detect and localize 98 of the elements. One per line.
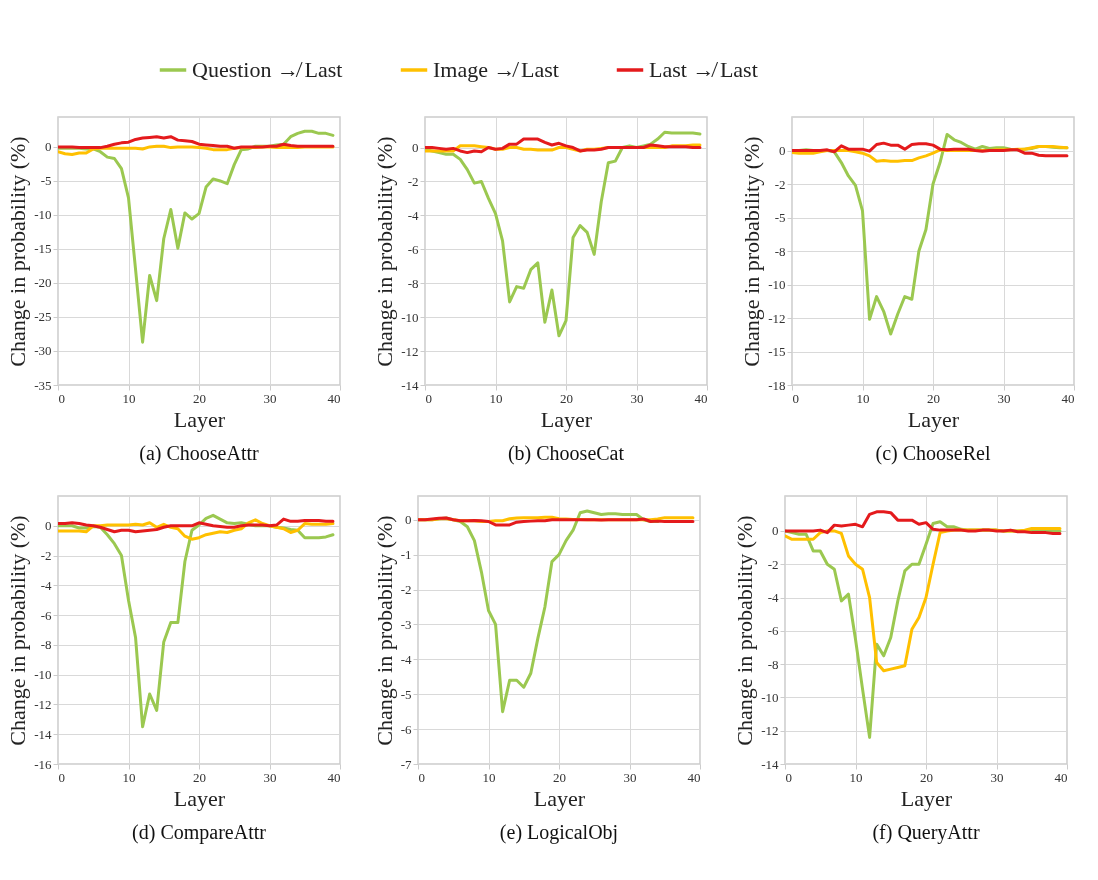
y-tick-label: -14 [401, 377, 419, 393]
x-tick-label: 30 [263, 390, 277, 406]
y-axis-title: Change in probability (%) [5, 136, 31, 367]
x-tick-label: 30 [990, 769, 1004, 785]
x-tick-label: 10 [489, 390, 503, 406]
text: (c) ChooseRel [875, 442, 991, 465]
y-tick-label: -12 [761, 723, 779, 739]
x-axis-title: Layer [900, 785, 953, 811]
y-tick-label: -15 [768, 344, 786, 359]
y-tick-label: 0 [45, 518, 52, 534]
y-tick-label: -10 [401, 309, 419, 325]
y-tick-label: -6 [407, 241, 419, 257]
x-tick-label: 30 [623, 769, 637, 785]
x-tick-label: 40 [327, 390, 341, 406]
y-tick-label: -4 [407, 207, 419, 223]
y-tick-label: -6 [400, 721, 412, 737]
x-tick-label: 40 [1054, 769, 1068, 785]
y-tick-label: -2 [40, 548, 52, 564]
text: (d) CompareAttr [132, 821, 267, 844]
y-tick-label: -4 [40, 577, 52, 593]
legend-label: Image ↛ Last [433, 57, 559, 82]
x-tick-label: 10 [122, 769, 136, 785]
y-tick-label: -14 [761, 756, 779, 772]
x-tick-label: 10 [482, 769, 496, 785]
y-tick-label: -2 [400, 582, 412, 598]
y-tick-label: -5 [774, 210, 786, 225]
x-axis-title: Layer [540, 406, 593, 432]
x-tick-label: 20 [193, 769, 206, 785]
y-tick-label: -5 [400, 686, 412, 702]
y-tick-label: -10 [34, 207, 52, 223]
y-tick-label: -4 [767, 590, 779, 606]
x-tick-label: 20 [927, 390, 940, 406]
y-tick-label: 0 [45, 139, 52, 155]
text: (a) ChooseAttr [139, 442, 260, 465]
y-tick-label: -3 [400, 616, 412, 632]
y-tick-label: -2 [767, 556, 779, 572]
y-tick-label: -12 [768, 310, 786, 326]
y-tick-label: -14 [34, 726, 52, 742]
y-tick-label: -5 [40, 173, 52, 189]
y-tick-label: -20 [34, 275, 52, 291]
y-tick-label: -6 [767, 623, 779, 639]
y-tick-label: -2 [774, 176, 786, 192]
y-axis-title: Change in probability (%) [739, 136, 765, 367]
y-axis-title: Change in probability (%) [371, 515, 397, 746]
y-axis-title: Change in probability (%) [372, 136, 398, 367]
text: (e) LogicalObj [499, 821, 619, 844]
y-axis-title: Change in probability (%) [5, 515, 31, 746]
y-tick-label: -8 [407, 275, 419, 291]
x-tick-label: 10 [856, 390, 870, 406]
y-tick-label: -25 [34, 309, 52, 325]
y-tick-label: -30 [34, 343, 52, 359]
y-tick-label: -16 [34, 756, 52, 772]
x-tick-label: 0 [425, 390, 432, 406]
y-tick-label: -15 [34, 241, 52, 257]
y-tick-label: 0 [779, 143, 786, 158]
y-tick-label: -2 [407, 173, 419, 189]
x-tick-label: 10 [122, 390, 136, 406]
x-tick-label: 20 [193, 390, 206, 406]
y-tick-label: -8 [767, 656, 779, 672]
y-tick-label: -8 [774, 243, 786, 259]
x-tick-label: 30 [997, 390, 1011, 406]
x-tick-label: 30 [263, 769, 277, 785]
x-tick-label: 0 [58, 769, 65, 785]
y-tick-label: 0 [772, 523, 779, 539]
y-tick-label: -18 [768, 377, 786, 393]
x-tick-label: 40 [327, 769, 341, 785]
text: (f) QueryAttr [872, 821, 980, 844]
y-tick-label: -7 [400, 756, 412, 772]
x-axis-title: Layer [533, 785, 586, 811]
x-tick-label: 40 [1061, 390, 1075, 406]
y-tick-label: 0 [405, 512, 412, 528]
y-axis-title: Change in probability (%) [732, 515, 758, 746]
x-axis-title: Layer [907, 406, 960, 432]
x-tick-label: 20 [553, 769, 566, 785]
x-tick-label: 40 [694, 390, 708, 406]
y-tick-label: -10 [34, 667, 52, 683]
text: (b) ChooseCat [507, 442, 625, 465]
x-tick-label: 40 [687, 769, 701, 785]
x-tick-label: 20 [920, 769, 933, 785]
y-tick-label: -1 [400, 547, 412, 563]
x-axis-title: Layer [173, 406, 226, 432]
y-tick-label: -12 [34, 696, 52, 712]
x-axis-title: Layer [173, 785, 226, 811]
y-tick-label: -10 [761, 689, 779, 705]
y-tick-label: 0 [412, 140, 419, 156]
y-tick-label: -4 [400, 651, 412, 667]
x-tick-label: 0 [792, 390, 799, 406]
y-tick-label: -35 [34, 377, 52, 393]
x-tick-label: 10 [849, 769, 863, 785]
y-tick-label: -12 [401, 343, 419, 359]
y-tick-label: -10 [768, 277, 786, 292]
x-tick-label: 30 [630, 390, 644, 406]
legend-label: Question ↛ Last [192, 57, 343, 82]
x-tick-label: 0 [58, 390, 65, 406]
y-tick-label: -6 [40, 607, 52, 623]
legend-label: Last ↛ Last [649, 57, 758, 82]
x-tick-label: 20 [560, 390, 573, 406]
y-tick-label: -8 [40, 637, 52, 653]
